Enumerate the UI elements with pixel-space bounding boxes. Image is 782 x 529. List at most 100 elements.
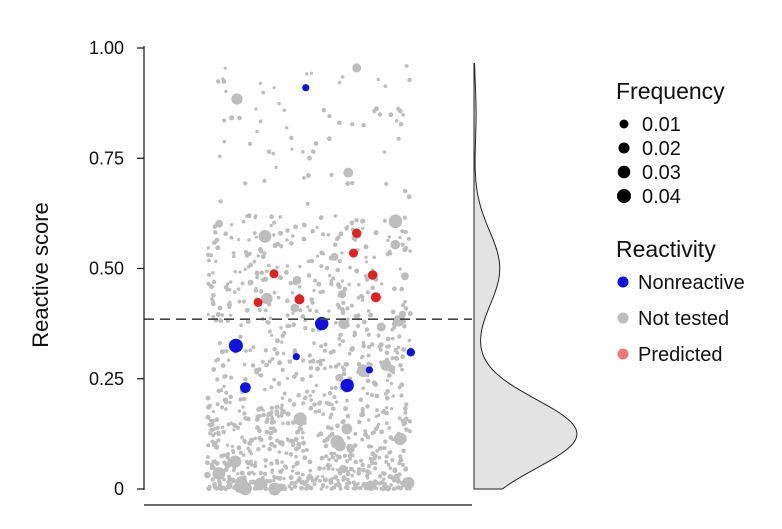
not-tested-point: [232, 465, 237, 470]
not-tested-point: [393, 474, 399, 480]
not-tested-point: [366, 353, 371, 358]
not-tested-point: [261, 408, 265, 412]
not-tested-point: [288, 438, 294, 444]
not-tested-point: [407, 338, 412, 343]
not-tested-point: [218, 318, 224, 323]
not-tested-point: [293, 437, 299, 442]
not-tested-point: [400, 367, 404, 372]
not-tested-point: [367, 471, 372, 475]
not-tested-point: [406, 236, 411, 241]
not-tested-point: [390, 309, 396, 315]
not-tested-point: [309, 374, 313, 379]
reactivity-legend: Reactivity Nonreactive Not tested Predicte…: [616, 236, 745, 366]
not-tested-point: [398, 485, 404, 491]
not-tested-point: [246, 308, 250, 312]
not-tested-point: [255, 129, 259, 134]
reactivity-legend-label: Not tested: [638, 308, 729, 330]
not-tested-point: [215, 245, 221, 251]
not-tested-point: [270, 357, 275, 361]
not-tested-point: [285, 313, 290, 318]
not-tested-point: [257, 307, 262, 312]
not-tested-point: [236, 425, 240, 430]
not-tested-point: [247, 471, 252, 476]
not-tested-point: [220, 425, 225, 429]
not-tested-point: [289, 241, 294, 246]
not-tested-point: [311, 389, 316, 394]
not-tested-point: [401, 113, 405, 117]
not-tested-point: [266, 411, 271, 415]
not-tested-point: [264, 429, 270, 435]
not-tested-point: [277, 475, 283, 481]
not-tested-point: [269, 414, 274, 418]
not-tested-point: [214, 259, 218, 263]
not-tested-point: [276, 414, 281, 418]
reactivity-legend-marker: [617, 312, 629, 324]
not-tested-point: [239, 323, 243, 328]
not-tested-point: [301, 440, 306, 446]
not-tested-point: [240, 435, 245, 440]
not-tested-point: [270, 468, 275, 473]
not-tested-point: [284, 451, 289, 456]
not-tested-point: [206, 312, 210, 317]
not-tested-point: [291, 322, 297, 328]
not-tested-point: [229, 236, 234, 240]
not-tested-point: [341, 419, 346, 424]
not-tested-point: [315, 254, 320, 258]
not-tested-point: [229, 375, 234, 380]
not-tested-point: [344, 466, 349, 471]
not-tested-point: [298, 264, 302, 269]
not-tested-point: [288, 280, 293, 286]
not-tested-point: [229, 223, 234, 227]
not-tested-point: [359, 458, 363, 463]
not-tested-point: [366, 309, 371, 313]
not-tested-point: [336, 362, 341, 367]
not-tested-point: [223, 397, 229, 403]
not-tested-point: [294, 371, 299, 376]
not-tested-point: [272, 233, 276, 237]
not-tested-point: [333, 385, 338, 390]
not-tested-point: [338, 343, 342, 347]
not-tested-point: [329, 412, 334, 417]
predicted-point: [269, 269, 279, 279]
not-tested-point: [357, 419, 362, 425]
not-tested-point: [349, 303, 354, 308]
not-tested-point: [242, 362, 247, 367]
not-tested-point: [293, 480, 298, 485]
not-tested-point: [365, 290, 370, 295]
not-tested-point: [400, 462, 405, 467]
not-tested-point: [350, 346, 355, 351]
not-tested-point: [363, 274, 368, 278]
reactivity-legend-marker: [617, 276, 629, 288]
not-tested-point: [312, 288, 316, 293]
not-tested-point: [242, 481, 247, 486]
not-tested-point: [272, 475, 277, 479]
not-tested-point: [204, 471, 211, 479]
not-tested-point: [334, 439, 346, 452]
not-tested-point: [284, 126, 289, 130]
not-tested-point: [237, 299, 242, 304]
not-tested-point: [273, 486, 279, 491]
not-tested-point: [322, 348, 327, 353]
not-tested-point: [213, 230, 218, 235]
not-tested-point: [301, 236, 307, 242]
not-tested-point: [364, 327, 369, 332]
not-tested-point: [364, 277, 370, 282]
not-tested-point: [281, 485, 286, 491]
not-tested-point: [211, 314, 216, 319]
not-tested-point: [313, 278, 318, 283]
not-tested-point: [206, 486, 210, 491]
not-tested-point: [307, 459, 313, 465]
not-tested-point: [398, 121, 404, 127]
not-tested-point: [376, 333, 381, 338]
not-tested-point: [306, 273, 312, 278]
not-tested-point: [245, 214, 249, 218]
not-tested-point: [319, 344, 324, 349]
not-tested-point: [211, 279, 217, 285]
not-tested-point: [366, 344, 371, 350]
not-tested-point: [224, 348, 229, 354]
not-tested-point: [229, 455, 242, 468]
not-tested-point: [295, 416, 300, 421]
not-tested-point: [245, 459, 249, 464]
not-tested-point: [215, 425, 220, 430]
not-tested-point: [265, 320, 269, 324]
